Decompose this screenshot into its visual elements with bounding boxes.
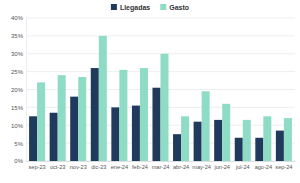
bar (222, 104, 230, 161)
bar (50, 113, 58, 161)
bar (202, 91, 210, 161)
x-tick: abr-24 (173, 161, 189, 170)
bar (111, 107, 119, 161)
legend-label: Gasto (169, 4, 189, 11)
y-tick: 15% (11, 105, 26, 111)
x-tick: mar-24 (152, 161, 170, 170)
bar (235, 138, 243, 161)
plot: 0% 5% 10% 15% 20% 25% 30% 35% 40% sep-23 oct-23 nov… (11, 15, 296, 170)
bar (78, 77, 86, 161)
y-tick: 30% (11, 51, 26, 57)
x-tick-label: nov-23 (70, 164, 87, 170)
bar (194, 122, 202, 161)
x-tick-label: jun-24 (213, 164, 230, 170)
bar (152, 88, 160, 161)
bar (161, 54, 169, 161)
legend-item: Llegadas (111, 4, 150, 12)
y-tick-label: 35% (11, 33, 24, 39)
x-tick: feb-24 (132, 161, 148, 170)
x-axis-line (27, 161, 296, 162)
series-bars (37, 36, 292, 161)
y-tick-label: 20% (11, 87, 24, 93)
bar (70, 97, 78, 161)
y-tick: 0% (14, 158, 26, 164)
legend-swatch (160, 4, 166, 10)
bar (243, 120, 251, 161)
series-bars (29, 68, 284, 161)
grid-line (26, 35, 295, 36)
x-tick-label: may-24 (192, 164, 211, 170)
x-tick: sep-23 (29, 161, 46, 170)
bar (214, 120, 222, 161)
bar (37, 82, 45, 161)
x-tick: oct-23 (50, 161, 66, 170)
legend: Llegadas Gasto (111, 4, 189, 12)
bar (263, 116, 271, 161)
bar (255, 138, 263, 161)
chart-container: 0% 5% 10% 15% 20% 25% 30% 35% 40% sep-23 oct-23 nov… (0, 0, 300, 183)
y-tick: 35% (11, 33, 26, 39)
bar (99, 36, 107, 161)
x-tick: ene-24 (111, 161, 128, 170)
x-tick-label: oct-23 (50, 164, 66, 170)
y-tick: 10% (11, 123, 26, 129)
y-tick-label: 40% (11, 15, 24, 21)
bar (58, 75, 66, 161)
bar (181, 116, 189, 161)
x-tick: nov-23 (70, 161, 87, 170)
y-tick: 25% (11, 69, 26, 75)
y-tick-label: 10% (11, 123, 24, 129)
y-tick-label: 0% (14, 158, 23, 164)
x-tick-label: sep-24 (275, 164, 292, 170)
legend-swatch (111, 4, 117, 10)
x-tick-label: sep-23 (29, 164, 46, 170)
y-tick: 20% (11, 87, 26, 93)
y-tick-label: 25% (11, 69, 24, 75)
y-tick-label: 5% (14, 141, 23, 147)
x-tick: jul-24 (235, 161, 250, 170)
bar (29, 116, 37, 161)
x-tick-label: feb-24 (132, 164, 148, 170)
y-tick: 5% (14, 141, 26, 147)
bar (284, 118, 292, 161)
x-tick-label: jul-24 (235, 164, 250, 170)
x-tick-label: abr-24 (173, 164, 189, 170)
bar (132, 106, 140, 161)
grid-line (26, 18, 295, 19)
x-tick: sep-24 (275, 161, 292, 170)
x-tick-label: ene-24 (111, 164, 128, 170)
x-tick: dic-23 (91, 161, 106, 170)
x-tick-label: ago-24 (255, 164, 272, 170)
y-tick-label: 15% (11, 105, 24, 111)
grid (26, 18, 295, 161)
x-tick: ago-24 (255, 161, 272, 170)
bar (119, 70, 127, 161)
bars (29, 36, 292, 161)
bar (91, 68, 99, 161)
bar (173, 134, 181, 161)
legend-label: Llegadas (120, 4, 150, 12)
y-axis-line (26, 19, 27, 162)
y-tick-label: 30% (11, 51, 24, 57)
legend-item: Gasto (160, 4, 189, 11)
x-axis: sep-23 oct-23 nov-23 dic-23 ene-24 feb-24 mar-… (27, 161, 296, 170)
bar (276, 131, 284, 161)
x-tick-label: mar-24 (152, 164, 170, 170)
chart-svg: 0% 5% 10% 15% 20% 25% 30% 35% 40% sep-23 oct-23 nov… (0, 0, 300, 183)
x-tick-label: dic-23 (91, 164, 106, 170)
x-tick: jun-24 (213, 161, 230, 170)
x-tick: may-24 (192, 161, 211, 170)
y-axis: 0% 5% 10% 15% 20% 25% 30% 35% 40% (11, 15, 27, 164)
y-tick: 40% (11, 15, 26, 21)
bar (140, 68, 148, 161)
